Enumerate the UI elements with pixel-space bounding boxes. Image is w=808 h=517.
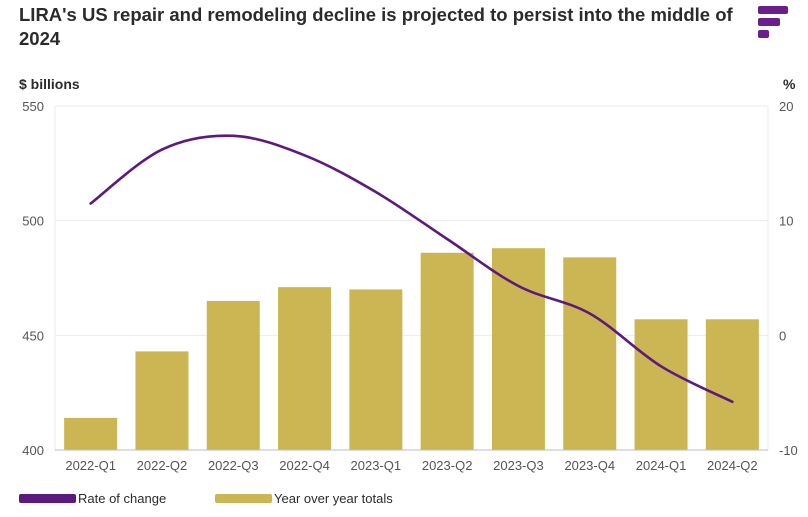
legend-label-year-over-year: Year over year totals: [274, 491, 393, 506]
rate-of-change-line: [89, 134, 734, 404]
bar: [634, 319, 688, 450]
legend-item-year-over-year: Year over year totals: [215, 491, 393, 506]
bar: [705, 319, 759, 450]
y-left-tick-label: 450: [22, 328, 44, 343]
legend-bar-swatch: [215, 494, 272, 503]
y-left-tick-label: 400: [22, 443, 44, 458]
x-tick-label: 2024-Q2: [707, 458, 758, 473]
x-tick-label: 2023-Q1: [351, 458, 402, 473]
legend-line-swatch: [19, 494, 76, 503]
x-tick-label: 2023-Q2: [422, 458, 473, 473]
bar: [491, 248, 545, 450]
x-tick-label: 2022-Q3: [208, 458, 259, 473]
bar: [278, 287, 332, 450]
x-tick-label: 2022-Q4: [279, 458, 330, 473]
y-axis-left-label: $ billions: [19, 76, 80, 92]
x-tick-label: 2022-Q2: [137, 458, 188, 473]
legend-item-rate-of-change: Rate of change: [19, 491, 166, 506]
chart-title: LIRA's US repair and remodeling decline …: [19, 4, 733, 49]
bar: [420, 252, 474, 450]
y-left-tick-label: 550: [22, 99, 44, 114]
x-tick-label: 2022-Q1: [65, 458, 116, 473]
legend-label-rate-of-change: Rate of change: [78, 491, 167, 506]
y-right-tick-label: 0: [779, 328, 786, 343]
bar: [206, 300, 260, 450]
bar: [563, 257, 617, 450]
bar: [135, 351, 189, 450]
x-tick-label: 2023-Q4: [564, 458, 615, 473]
y-axis-right-label: %: [783, 76, 796, 92]
brand-logo-icon: [758, 6, 788, 38]
bar: [64, 417, 118, 450]
y-right-tick-label: 10: [779, 214, 793, 229]
x-tick-label: 2023-Q3: [493, 458, 544, 473]
y-left-tick-label: 500: [22, 214, 44, 229]
y-right-tick-label: 20: [779, 99, 793, 114]
y-right-tick-label: -10: [779, 443, 798, 458]
x-tick-label: 2024-Q1: [636, 458, 687, 473]
bar: [349, 289, 403, 450]
